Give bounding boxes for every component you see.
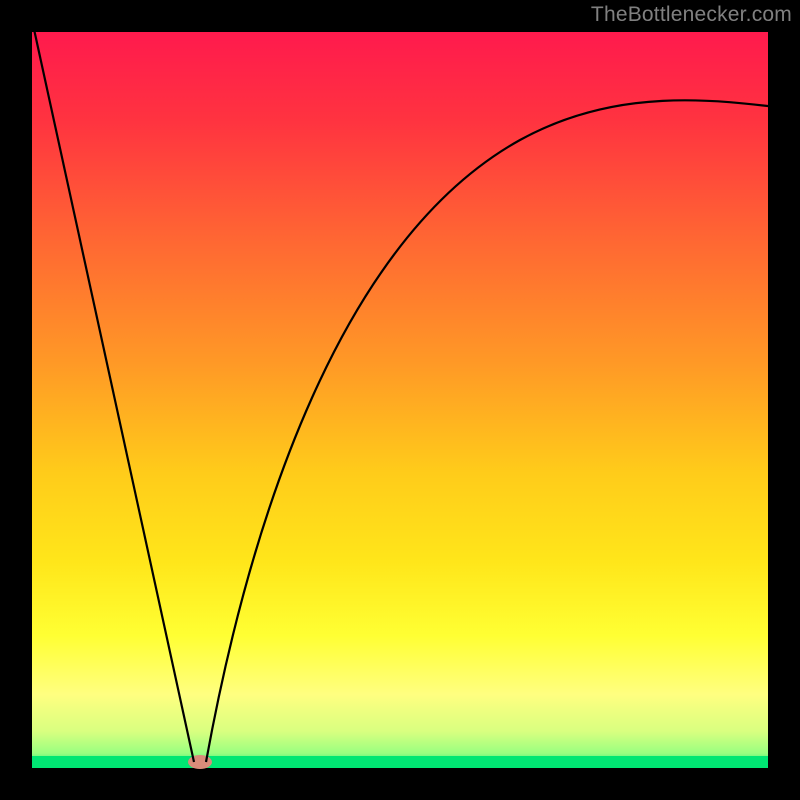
watermark-text: TheBottlenecker.com bbox=[591, 3, 792, 27]
optimum-marker bbox=[188, 755, 212, 769]
chart-container: TheBottlenecker.com bbox=[0, 0, 800, 800]
green-bottom-band bbox=[32, 756, 768, 768]
gradient-plot-area bbox=[32, 32, 768, 768]
